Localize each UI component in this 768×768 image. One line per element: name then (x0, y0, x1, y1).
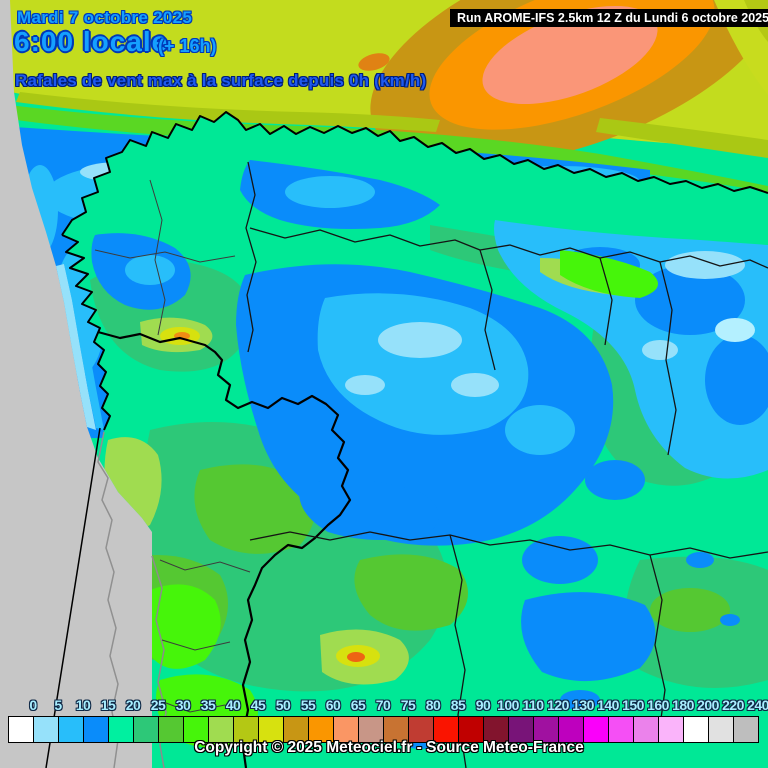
province-borders (94, 179, 251, 713)
model-run-info-bar: Run AROME-IFS 2.5km 12 Z du Lundi 6 octo… (450, 9, 768, 27)
date-label: Mardi 7 octobre 2025 (17, 8, 193, 27)
coastal-sea-strip (56, 262, 104, 430)
model-run-info: Run AROME-IFS 2.5km 12 Z du Lundi 6 octo… (457, 11, 768, 25)
country-border (97, 330, 352, 768)
duero-blue-region (236, 264, 656, 682)
coastline (61, 111, 768, 431)
parameter-title: Rafales de vent max à la surface depuis … (15, 71, 427, 90)
local-time-label: 6:00 locale (14, 26, 169, 57)
copyright-label: Copyright © 2025 Meteociel.fr - Source M… (194, 739, 584, 756)
forecast-offset-label: (+ 16h) (158, 36, 217, 56)
out-of-domain-ocean (0, 0, 152, 768)
top-wind-bands (0, 0, 768, 192)
domain-boundary-line (45, 427, 101, 768)
north-coast-blue-region (494, 220, 768, 479)
